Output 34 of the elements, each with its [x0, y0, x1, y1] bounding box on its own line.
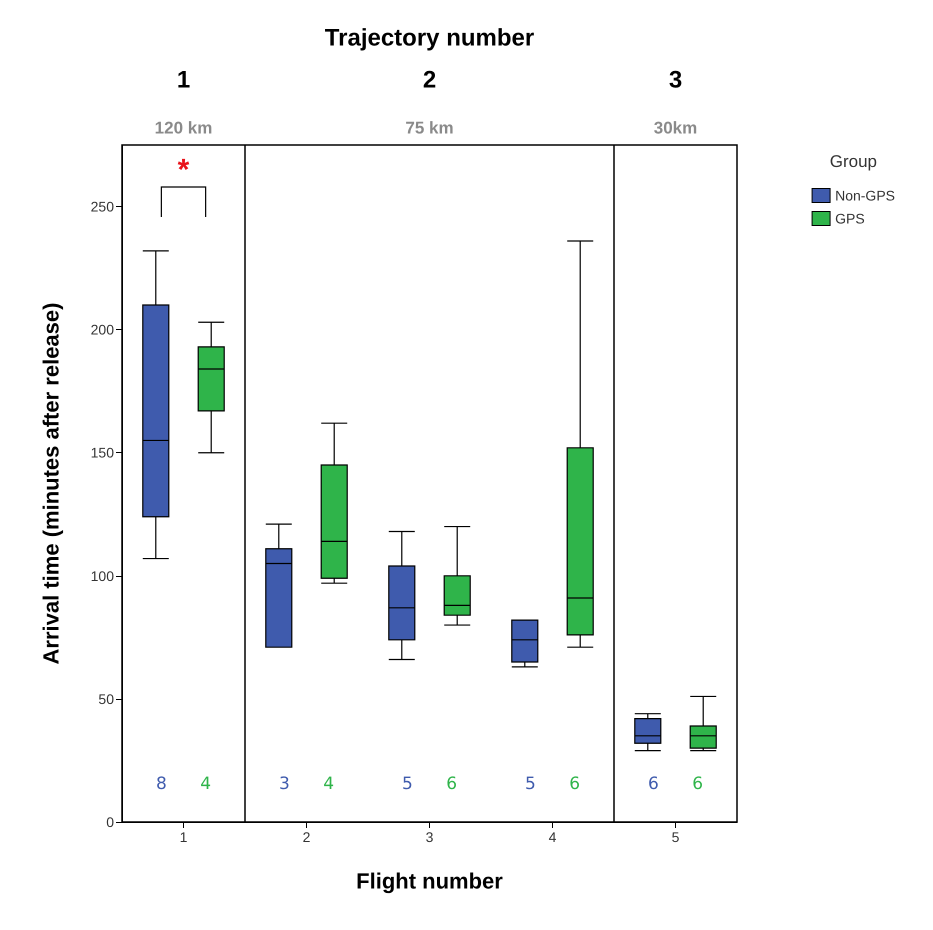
text: 6: [648, 774, 659, 794]
text: 1: [176, 66, 190, 94]
legend-title: Group: [830, 152, 877, 171]
legend-label: Non-GPS: [835, 188, 896, 204]
x-axis-title: Flight number: [356, 868, 504, 894]
text: 4: [323, 774, 334, 794]
category-label: 3: [668, 66, 682, 94]
x-tick-label: 2: [302, 829, 311, 845]
text: 30km: [654, 118, 698, 138]
text: 120 km: [154, 118, 212, 138]
y-tick-label: 100: [90, 568, 114, 584]
text: 2: [422, 66, 436, 94]
text: 4: [200, 774, 212, 794]
y-tick-label: 250: [90, 198, 114, 215]
x-tick-label: 3: [426, 829, 434, 845]
text: 6: [692, 774, 704, 794]
text: 5: [524, 774, 536, 794]
text: 8: [156, 774, 167, 794]
text: 6: [569, 774, 580, 794]
y-tick-label: 200: [90, 322, 114, 338]
x-tick-label: 5: [672, 829, 680, 845]
y-axis-title: Arrival time (minutes after release): [38, 302, 64, 664]
x2-axis-title: Trajectory number: [324, 24, 534, 52]
legend-label: GPS: [835, 210, 865, 226]
annotation: 3: [278, 774, 290, 794]
y-tick-label: 0: [106, 814, 114, 830]
y-tick-label: 50: [98, 690, 114, 707]
x-tick-label: 4: [548, 829, 557, 845]
text: 75 km: [405, 118, 454, 138]
text: 5: [402, 774, 413, 794]
x-tick-label: 1: [180, 829, 188, 845]
annotation: *: [178, 154, 190, 186]
y-tick-label: 150: [90, 444, 114, 461]
text: 6: [446, 774, 458, 794]
